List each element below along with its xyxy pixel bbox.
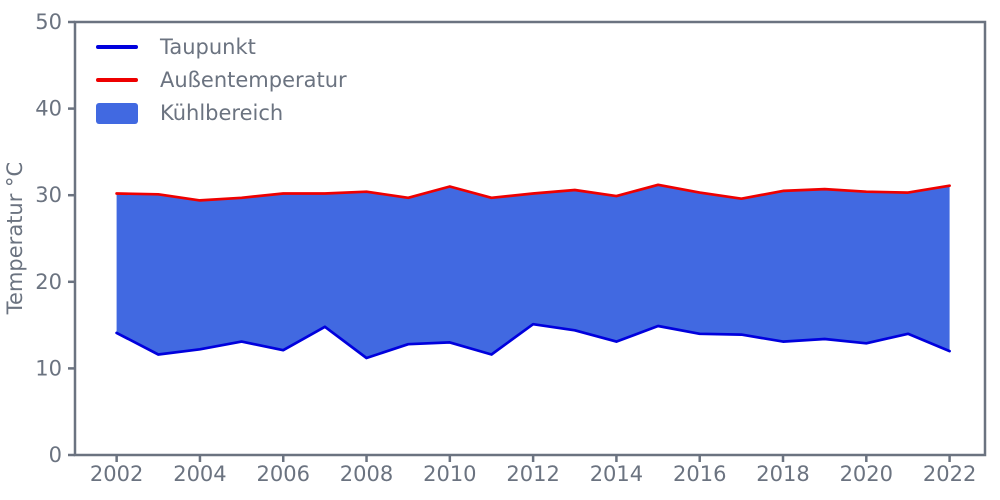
y-tick-label: 40 — [35, 97, 62, 121]
y-tick-label: 10 — [35, 356, 62, 380]
legend-item-aussentemperatur: Außentemperatur — [96, 69, 347, 91]
y-axis-label: Temperatur °C — [3, 162, 27, 315]
x-tick-label: 2012 — [506, 462, 559, 486]
x-tick-label: 2020 — [840, 462, 893, 486]
x-tick-label: 2018 — [756, 462, 809, 486]
legend-item-kuehlbereich: Kühlbereich — [96, 102, 347, 124]
aussentemperatur-line-swatch — [96, 78, 138, 82]
x-tick-label: 2006 — [257, 462, 310, 486]
taupunkt-line-swatch — [96, 45, 138, 49]
y-tick-label: 0 — [49, 443, 62, 467]
kuehlbereich-fill-swatch — [96, 102, 138, 124]
x-tick-label: 2008 — [340, 462, 393, 486]
legend-item-taupunkt: Taupunkt — [96, 36, 347, 58]
y-tick-label: 50 — [35, 10, 62, 34]
aussentemperatur-line — [115, 183, 951, 202]
y-tick-label: 30 — [35, 183, 62, 207]
legend-label-aussentemperatur: Außentemperatur — [160, 68, 347, 92]
x-tick-label: 2022 — [923, 462, 976, 486]
plot-border — [73, 20, 987, 457]
legend-label-taupunkt: Taupunkt — [160, 35, 256, 59]
y-tick-label: 20 — [35, 270, 62, 294]
legend-label-kuehlbereich: Kühlbereich — [160, 101, 284, 125]
legend: Taupunkt Außentemperatur Kühlbereich — [96, 36, 347, 124]
x-tick-label: 2010 — [423, 462, 476, 486]
x-tick-label: 2016 — [673, 462, 726, 486]
x-tick-label: 2014 — [590, 462, 643, 486]
taupunkt-line — [115, 322, 951, 360]
cooling-area-fill — [116, 184, 950, 358]
x-tick-label: 2004 — [173, 462, 226, 486]
x-tick-label: 2002 — [90, 462, 143, 486]
